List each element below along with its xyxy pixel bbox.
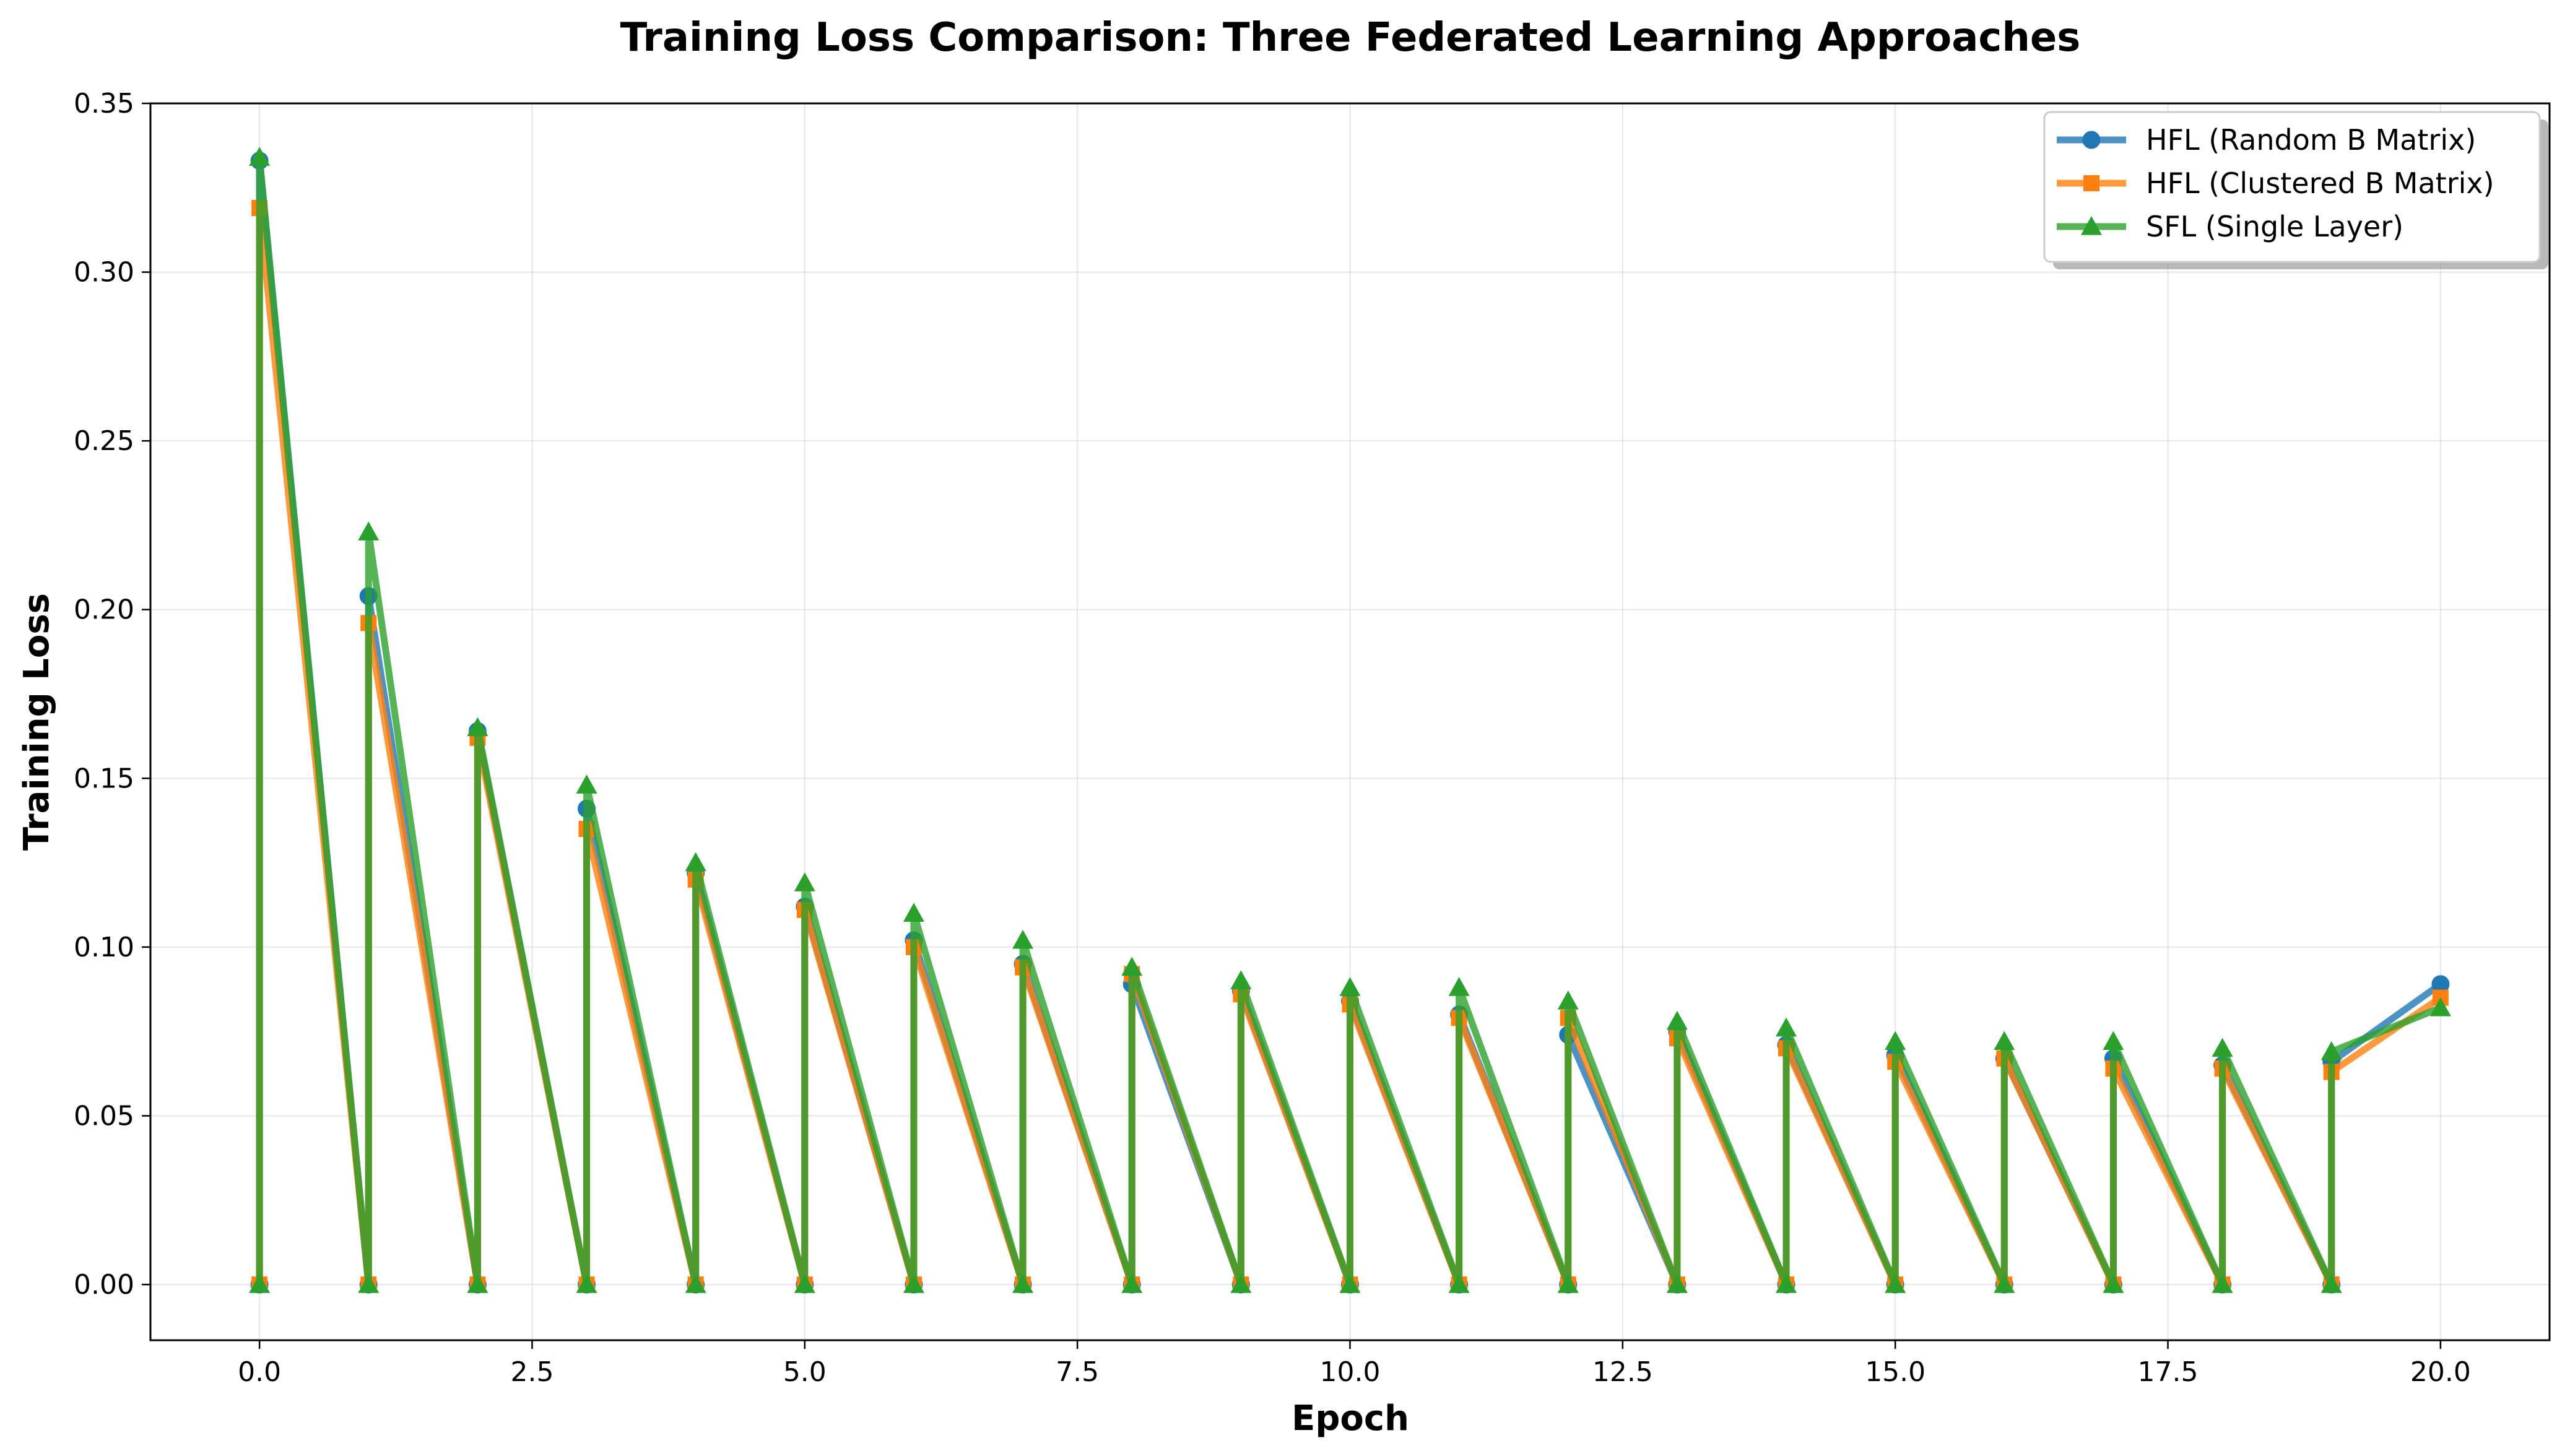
y-tick-label: 0.35 [74,88,134,119]
legend: HFL (Random B Matrix) HFL (Clustered B Ma… [2043,111,2548,269]
data-point [1776,1274,1797,1293]
data-point [467,717,488,737]
x-tick-label: 10.0 [1320,1356,1381,1388]
data-point [1230,970,1252,990]
data-point [794,1274,815,1293]
data-point [1885,1031,1906,1051]
data-point [2103,1274,2124,1293]
x-tick-label: 5.0 [783,1356,827,1388]
x-axis-ticks: 0.0 2.5 5.0 7.5 10.0 12.5 15.0 17.5 20.0 [238,1340,2471,1388]
legend-label: HFL (Random B Matrix) [2146,123,2476,157]
data-point [1776,1017,1797,1037]
data-point [2320,1041,2342,1060]
data-point [1557,990,1579,1010]
y-tick-label: 0.20 [74,594,134,626]
legend-swatch-marker [2082,131,2101,149]
x-tick-label: 7.5 [1056,1356,1099,1388]
data-point [467,1274,488,1293]
data-point [1121,1274,1143,1293]
data-point [2320,1274,2342,1293]
data-point [576,774,597,794]
y-axis-label: Training Loss [17,593,57,851]
y-axis-ticks: 0.00 0.05 0.10 0.15 0.20 0.25 0.30 0.35 [74,88,150,1301]
x-tick-label: 2.5 [510,1356,554,1388]
data-point [1121,956,1143,976]
data-point [1012,1274,1034,1293]
legend-label: SFL (Single Layer) [2146,210,2403,243]
x-tick-label: 12.5 [1592,1356,1653,1388]
data-point [1339,977,1361,996]
data-point [358,521,380,540]
y-tick-label: 0.15 [74,763,134,794]
data-point [1994,1031,2015,1051]
legend-entries: HFL (Random B Matrix) HFL (Clustered B Ma… [2057,123,2494,243]
x-tick-label: 20.0 [2410,1356,2471,1388]
data-point [2429,997,2451,1016]
data-point [1448,1274,1470,1293]
data-point [1666,1010,1688,1030]
data-point [903,903,924,922]
legend-swatch-marker [2081,216,2102,235]
y-tick-label: 0.00 [74,1269,134,1301]
data-point [1557,1274,1579,1293]
legend-entry: SFL (Single Layer) [2057,210,2403,243]
data-point [2212,1038,2233,1057]
data-point [249,1274,271,1293]
data-point [1339,1274,1361,1293]
x-tick-label: 17.5 [2138,1356,2199,1388]
data-point [249,147,271,166]
data-point [2103,1031,2124,1051]
legend-box [2043,111,2541,263]
data-point [358,1274,380,1293]
chart-title: Training Loss Comparison: Three Federate… [620,15,2081,61]
data-point [685,1274,706,1293]
x-tick-label: 15.0 [1865,1356,1925,1388]
data-point [794,872,815,891]
data-point [1666,1274,1688,1293]
legend-entry: HFL (Random B Matrix) [2057,123,2476,157]
x-tick-label: 0.0 [238,1356,281,1388]
data-point [1230,1274,1252,1293]
y-tick-label: 0.25 [74,425,134,457]
x-axis-label: Epoch [1292,1398,1409,1439]
series-layer [249,147,2451,1294]
data-point [576,1274,597,1293]
y-tick-label: 0.10 [74,932,134,963]
legend-label: HFL (Clustered B Matrix) [2146,167,2494,200]
data-point [2212,1274,2233,1293]
data-point [903,1274,924,1293]
data-point [1885,1274,1906,1293]
data-point [1448,977,1470,996]
legend-swatch-marker [2083,175,2099,191]
data-point [1012,929,1034,949]
y-tick-label: 0.05 [74,1100,134,1132]
data-point [1994,1274,2015,1293]
data-point [685,852,706,872]
legend-entry: HFL (Clustered B Matrix) [2057,167,2494,200]
series-3 [249,147,2451,1293]
y-tick-label: 0.30 [74,257,134,288]
